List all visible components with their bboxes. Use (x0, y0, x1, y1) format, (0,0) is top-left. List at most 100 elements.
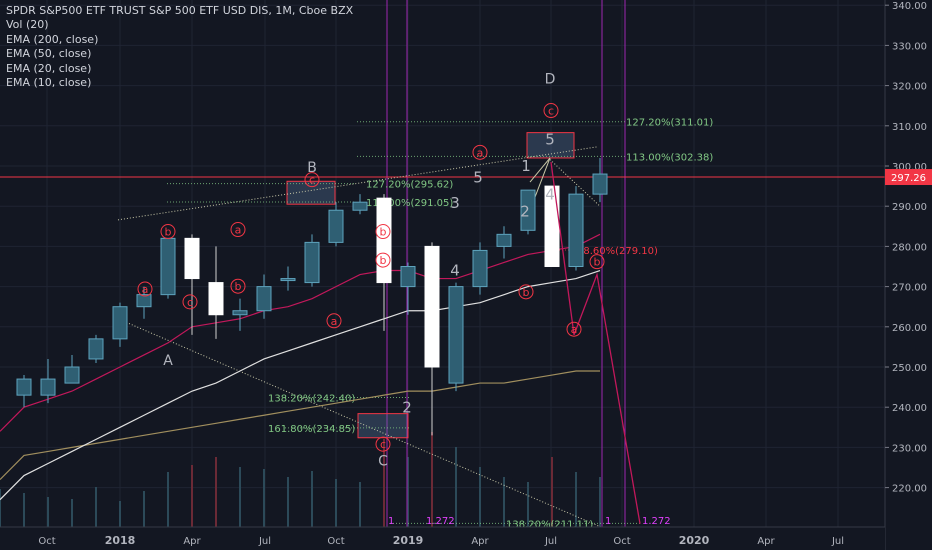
volume-bar (575, 472, 577, 527)
circle-label: b (594, 256, 601, 269)
time-label: 1.272 (642, 516, 671, 527)
circle-label: a (477, 146, 484, 159)
x-tick-label: Jul (544, 536, 557, 547)
circle-label-ring (375, 252, 391, 268)
projection-path (550, 161, 641, 524)
candle-body (376, 197, 392, 284)
candle-body (112, 306, 128, 340)
circle-label-ring (518, 284, 534, 300)
y-tick-label: 250.00 (892, 363, 927, 374)
ema-20-line (0, 233, 601, 432)
volume-bar (431, 432, 433, 527)
circle-label-ring (230, 222, 246, 238)
candles (16, 157, 608, 436)
time-label: 1 (388, 516, 394, 527)
y-tick-label: 300.00 (892, 162, 927, 173)
circle-label: a (331, 315, 338, 328)
wave-label: 5 (473, 168, 483, 186)
volume-bar (215, 457, 217, 527)
circle-label: a (571, 323, 578, 336)
volume-bar (311, 471, 313, 527)
circle-label: b (523, 286, 530, 299)
volume-bars (0, 432, 601, 527)
wave-label: 4 (545, 185, 555, 203)
circle-label-ring (137, 281, 153, 297)
time-label: 1 (605, 516, 611, 527)
candle-body (304, 241, 320, 284)
fib-label: 78.60%(279.10) (577, 246, 658, 257)
wave-label: 4 (450, 262, 460, 280)
volume-bar (71, 499, 73, 527)
grid (0, 0, 885, 527)
candle-body (280, 278, 296, 282)
zone-top (526, 132, 575, 159)
candle-body (256, 286, 272, 312)
legend-ema-10: EMA (10, close) (6, 76, 92, 90)
fib-label: 138.20%(242.40) (268, 394, 355, 405)
volume-bar (359, 482, 361, 527)
circle-label-ring (230, 278, 246, 294)
ema-50-line (0, 269, 601, 501)
x-tick-label: Apr (183, 536, 201, 547)
circle-label: c (548, 105, 554, 118)
volume-bar (599, 477, 601, 527)
candle-body (88, 338, 104, 360)
y-tick-label: 230.00 (892, 443, 927, 454)
x-tick-label: Oct (613, 536, 630, 547)
wave-label: A (163, 353, 173, 369)
volume-bar (0, 489, 1, 527)
y-tick-label: 280.00 (892, 242, 927, 253)
circle-label-ring (472, 144, 488, 160)
volume-bar (479, 467, 481, 527)
x-tick-label: 2020 (679, 534, 710, 547)
circle-label: b (165, 226, 172, 239)
wave-label: 2 (402, 398, 412, 416)
volume-bar (47, 497, 49, 527)
candle-body (520, 189, 536, 231)
axis-bg (885, 0, 932, 550)
volume-bar (167, 472, 169, 527)
fib-label: 127.20%(311.01) (626, 118, 713, 129)
candle-body (64, 366, 80, 384)
legend-ema-200: EMA (200, close) (6, 32, 99, 46)
y-tick-label: 290.00 (892, 202, 927, 213)
wave-label: B (307, 160, 317, 176)
fib-label: 127.20%(295.62) (366, 180, 453, 191)
wave-line (529, 157, 551, 183)
wave-label: 5 (545, 130, 555, 148)
x-tick-label: Apr (471, 536, 489, 547)
volume-bar (383, 439, 385, 527)
circle-label: a (235, 224, 242, 237)
time-axis: Oct 2018 Apr Jul Oct 2019 Apr Jul Oct 2020 Apr Jul (0, 526, 885, 550)
x-tick-label: 2019 (393, 534, 424, 547)
volume-bar (263, 469, 265, 527)
legend-vol: Vol (20) (6, 18, 49, 32)
time-label: 1.272 (426, 516, 455, 527)
circle-label-ring (566, 321, 582, 337)
fib-label: 113.00%(291.05) (366, 198, 453, 209)
legend-ema-50: EMA (50, close) (6, 47, 92, 61)
volume-bar (95, 487, 97, 527)
zone-b (286, 180, 336, 205)
candle-body (184, 237, 200, 280)
chart-legend: SPDR S&P500 ETF TRUST S&P 500 ETF USD DI… (6, 4, 353, 90)
fib-levels: 127.20%(311.01) 113.00%(302.38) 127.20%(29… (167, 118, 713, 530)
y-tick-label: 220.00 (892, 484, 927, 495)
x-tick-label: 2018 (105, 534, 136, 547)
circle-label-ring (304, 172, 320, 188)
x-tick-label: Oct (327, 536, 344, 547)
volume-bar (455, 447, 457, 527)
projection-line (550, 161, 641, 524)
circle-label-ring (375, 224, 391, 240)
circle-label-ring (160, 224, 176, 240)
candle-body (592, 173, 608, 195)
fib-label: 113.00%(302.38) (626, 152, 713, 163)
y-tick-label: 310.00 (892, 122, 927, 133)
y-tick-label: 340.00 (892, 1, 927, 12)
candle-body (136, 294, 152, 308)
circle-label: b (235, 280, 242, 293)
volume-bar (287, 477, 289, 527)
ema-lines (0, 233, 601, 501)
